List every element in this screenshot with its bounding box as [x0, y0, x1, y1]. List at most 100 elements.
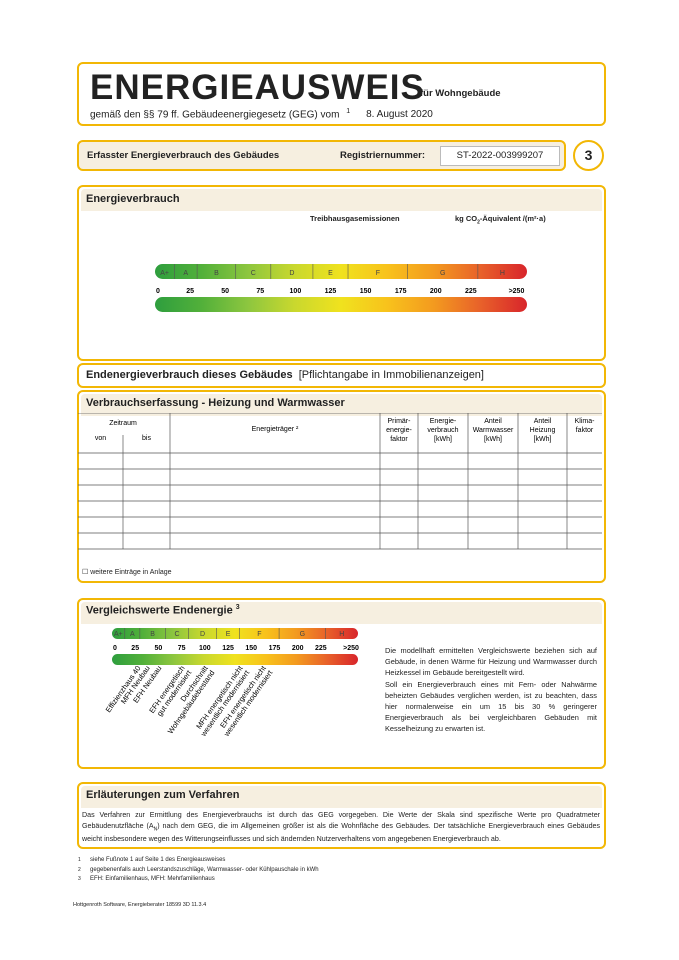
scale-tick: 175: [395, 288, 407, 295]
column-header-line: Klima-: [575, 418, 596, 425]
record-table: Zeitraum von bis Energieträger ² Primär-ener…: [78, 413, 602, 550]
comparison-scale: A+ A B C D E F G H0 25 50 75 100 125 150 175 200 225 >250E…: [105, 628, 359, 739]
column-header-line: Primär-: [388, 418, 412, 425]
class-label: C: [251, 270, 256, 277]
column-header-line: von: [95, 435, 106, 442]
column-header-line: Anteil: [484, 418, 502, 425]
scale-tick: 150: [360, 288, 372, 295]
column-header: Energie-verbrauch [kWh]: [427, 418, 458, 443]
law-ref: 1: [346, 108, 351, 115]
column-header-line: [kWh]: [534, 436, 552, 443]
column-header-line: Energieträger ²: [252, 426, 299, 433]
final-note: [Pflichtangabe in Immobilienanzeigen]: [298, 369, 484, 381]
final-box: [77, 363, 606, 388]
unit: kg CO: [455, 214, 478, 223]
class-label: A: [130, 631, 135, 638]
gradient-bar: [155, 297, 527, 312]
comparison-title-text: Vergleichswerte Endenergie: [86, 604, 233, 617]
energy-box: [77, 185, 606, 361]
date: 8. August 2020: [366, 109, 433, 121]
column-header: Primär-energie-faktor: [386, 418, 412, 443]
comparison-text: Die modellhaft ermittelten Vergleichswer…: [385, 645, 597, 735]
scale-tick: 200: [430, 288, 442, 295]
column-header: von: [95, 435, 106, 442]
scale-tick: 75: [256, 288, 264, 295]
header-box: [77, 62, 606, 126]
final-title-text: Endenergieverbrauch dieses Gebäudes: [86, 369, 293, 381]
class-label: E: [328, 270, 333, 277]
paragraph: Soll ein Energieverbrauch eines mit Fern…: [385, 679, 597, 734]
class-label: H: [500, 270, 505, 277]
registry-number-label: Registriernummer:: [340, 150, 425, 161]
scale-tick: 200: [292, 645, 304, 652]
column-header: Anteil Heizung [kWh]: [530, 418, 556, 443]
scale-tick: 0: [156, 288, 160, 295]
column-header-line: Energie-: [430, 418, 457, 425]
footnote-mark: 2: [78, 866, 81, 873]
class-label: A+: [114, 631, 123, 638]
footnote-text: siehe Fußnote 1 auf Seite 1 des Energiea…: [90, 857, 226, 863]
period-header: Zeitraum: [109, 420, 137, 427]
class-label: A+: [160, 270, 169, 277]
footnote-mark: 3: [78, 876, 81, 882]
column-header-line: faktor: [390, 436, 408, 443]
column-header: bis: [142, 435, 151, 442]
scale-tick: 50: [155, 645, 163, 652]
scale-tick: 150: [245, 645, 257, 652]
law: gemäß den §§ 79 ff. Gebäudeenergiegesetz…: [90, 108, 433, 120]
class-label: F: [257, 631, 261, 638]
scale-tick: >250: [509, 288, 525, 295]
scale-tick: 25: [131, 645, 139, 652]
comparison-box: [77, 598, 606, 769]
more-entries: ☐ weitere Einträge in Anlage: [82, 569, 172, 576]
gradient-bar: [112, 654, 358, 665]
scale-tick: >250: [343, 645, 359, 652]
software: Hottgenroth Software, Energieberater 185…: [73, 902, 207, 908]
unit-sub: 2: [477, 219, 480, 226]
subtitle: für Wohngebäude: [420, 88, 501, 99]
column-header-line: Warmwasser: [473, 427, 514, 434]
scale-tick: 50: [221, 288, 229, 295]
class-label: C: [174, 631, 179, 638]
comparison-title: Vergleichswerte Endenergie 3: [86, 604, 240, 617]
comparison-ref: 3: [235, 604, 240, 611]
explanation-box: [77, 782, 606, 849]
column-header: Klima-faktor: [575, 418, 596, 434]
class-bar-bg: [155, 264, 527, 279]
class-label: B: [214, 270, 219, 277]
text: Das Verfahren zur Ermittlung des Energie…: [82, 811, 600, 830]
column-header-line: Heizung: [530, 427, 556, 434]
class-label: E: [226, 631, 231, 638]
scale-tick: 25: [186, 288, 194, 295]
class-label: H: [339, 631, 344, 638]
explanation-title: Erläuterungen zum Verfahren: [86, 789, 240, 801]
class-bar-bg: [112, 628, 358, 639]
energy-title: Energieverbrauch: [86, 193, 180, 205]
scale-tick: 225: [315, 645, 327, 652]
unit: -Äquivalent /(m²·a): [479, 214, 546, 223]
scale-tick: 125: [222, 645, 234, 652]
registry-label: Erfasster Energieverbrauch des Gebäudes: [87, 150, 280, 161]
emissions: Treibhausgasemissionen: [310, 214, 400, 223]
explanation-text: Das Verfahren zur Ermittlung des Energie…: [82, 810, 600, 845]
footnote: 1 siehe Fußnote 1 auf Seite 1 des Energie…: [78, 857, 225, 863]
scale-tick: 75: [178, 645, 186, 652]
column-header-line: bis: [142, 435, 151, 442]
footnote: 3 EFH: Einfamilienhaus, MFH: Mehrfamilien…: [78, 876, 215, 882]
column-header-line: energie-: [386, 427, 412, 434]
record-box: [77, 390, 606, 583]
column-header-line: faktor: [576, 427, 594, 434]
page-number: 3: [573, 140, 604, 171]
scale-tick: 125: [325, 288, 337, 295]
scale-tick: 100: [199, 645, 211, 652]
column-header: Energieträger ²: [252, 426, 299, 433]
scale-tick: 175: [269, 645, 281, 652]
class-label: G: [300, 631, 305, 638]
law-text: gemäß den §§ 79 ff. Gebäudeenergiegesetz…: [90, 109, 340, 121]
footnote-text: EFH: Einfamilienhaus, MFH: Mehrfamilienh…: [90, 876, 215, 882]
final-title: Endenergieverbrauch dieses Gebäudes [Pfl…: [86, 369, 484, 381]
text: ) nach dem GEG, die im Allgemeinen größe…: [82, 821, 601, 844]
paragraph: Die modellhaft ermittelten Vergleichswer…: [385, 646, 597, 678]
class-label: D: [200, 631, 205, 638]
